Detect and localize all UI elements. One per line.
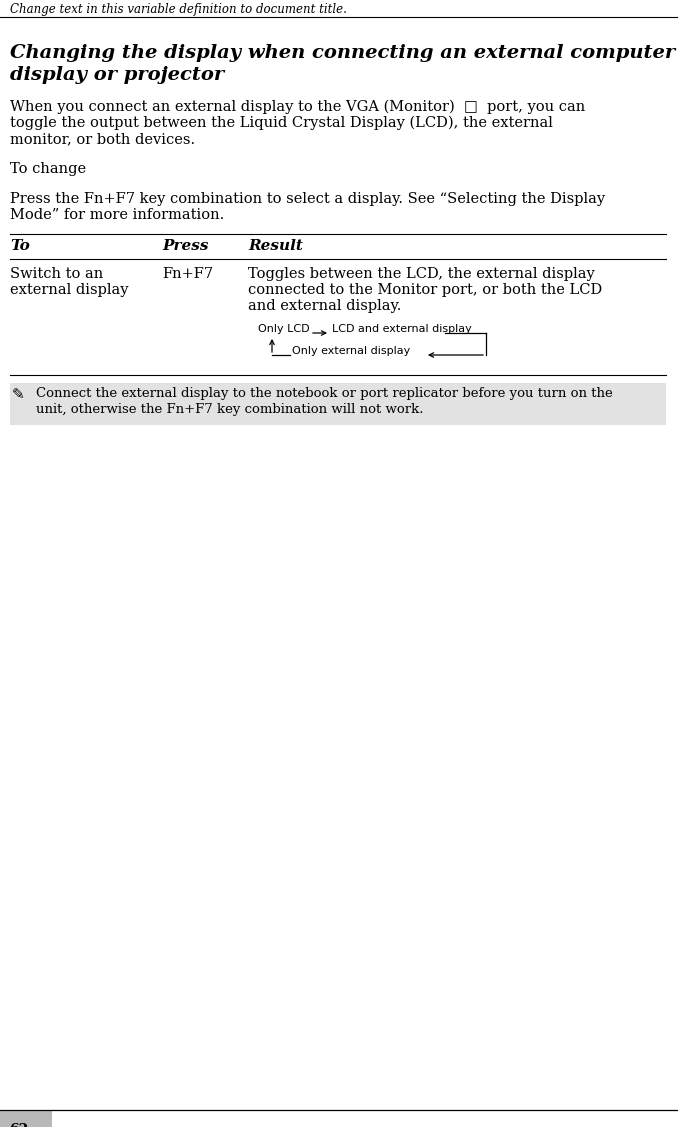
Text: unit, otherwise the Fn+F7 key combination will not work.: unit, otherwise the Fn+F7 key combinatio… [36, 403, 424, 416]
Text: To change: To change [10, 162, 86, 176]
Text: display or projector: display or projector [10, 66, 224, 85]
Text: monitor, or both devices.: monitor, or both devices. [10, 132, 195, 147]
Text: Toggles between the LCD, the external display: Toggles between the LCD, the external di… [248, 267, 595, 281]
Text: LCD and external display: LCD and external display [332, 323, 472, 334]
Text: Change text in this variable definition to document title.: Change text in this variable definition … [10, 3, 347, 16]
Text: toggle the output between the Liquid Crystal Display (LCD), the external: toggle the output between the Liquid Cry… [10, 116, 553, 131]
Text: Only LCD: Only LCD [258, 323, 310, 334]
Text: Switch to an: Switch to an [10, 267, 103, 281]
FancyBboxPatch shape [10, 383, 666, 425]
Text: When you connect an external display to the VGA (Monitor)  □  port, you can: When you connect an external display to … [10, 100, 585, 115]
Text: connected to the Monitor port, or both the LCD: connected to the Monitor port, or both t… [248, 283, 602, 298]
Text: and external display.: and external display. [248, 299, 401, 313]
Text: Changing the display when connecting an external computer: Changing the display when connecting an … [10, 44, 675, 62]
Text: 62: 62 [9, 1122, 28, 1127]
Text: Press the Fn+F7 key combination to select a display. See “Selecting the Display: Press the Fn+F7 key combination to selec… [10, 192, 605, 206]
Text: external display: external display [10, 283, 129, 298]
Text: Press: Press [162, 239, 209, 252]
Text: Mode” for more information.: Mode” for more information. [10, 208, 224, 222]
FancyBboxPatch shape [0, 1110, 52, 1127]
Text: To: To [10, 239, 30, 252]
Text: ✎: ✎ [12, 387, 25, 402]
Text: Only external display: Only external display [292, 346, 410, 356]
Text: Connect the external display to the notebook or port replicator before you turn : Connect the external display to the note… [36, 387, 613, 400]
Text: Fn+F7: Fn+F7 [162, 267, 213, 281]
Text: Result: Result [248, 239, 303, 252]
